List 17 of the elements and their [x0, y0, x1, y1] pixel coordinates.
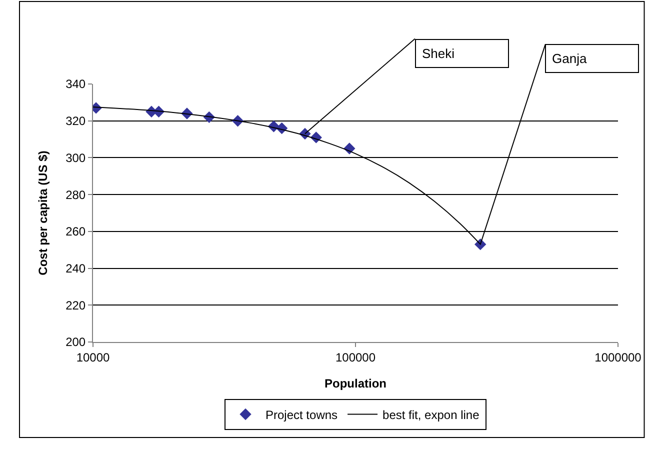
y-tick-label: 300: [66, 150, 86, 165]
y-tick-label: 200: [66, 335, 86, 350]
x-tick-label: 10000: [76, 350, 110, 364]
y-tick-label: 260: [66, 224, 86, 239]
x-tick-label: 1000000: [594, 350, 642, 364]
legend-label: best fit, expon line: [382, 408, 480, 422]
annotation: Ganja: [552, 51, 588, 66]
y-tick-label: 240: [66, 261, 86, 276]
x-axis-title: Population: [324, 376, 386, 390]
y-tick-label: 340: [66, 77, 86, 92]
annotation: Sheki: [422, 46, 455, 61]
x-tick-label: 100000: [335, 350, 376, 364]
legend-label: Project towns: [266, 408, 338, 422]
y-tick-label: 220: [66, 298, 86, 312]
y-tick-label: 280: [66, 188, 86, 202]
y-tick-label: 320: [66, 114, 86, 128]
y-axis-title: Cost per capita (US $): [36, 150, 50, 276]
